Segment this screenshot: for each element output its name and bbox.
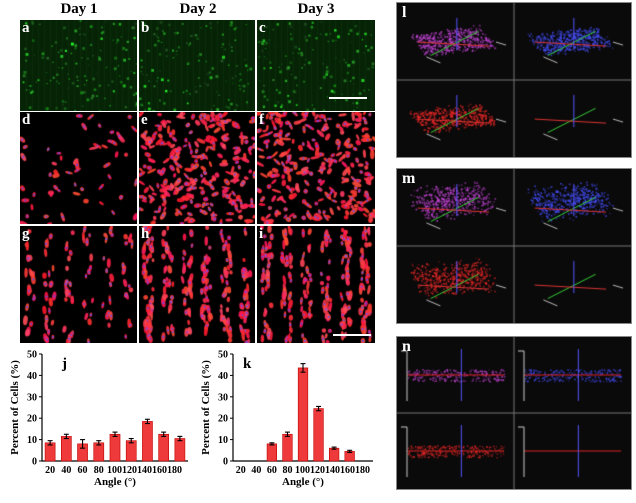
panel-label-m: m (402, 170, 416, 187)
bar-j-140 (142, 421, 153, 462)
micrograph-image-e (139, 112, 255, 224)
panel-label-c: c (259, 20, 266, 36)
micrograph-panel-d: d (20, 112, 137, 224)
x-axis-label-k: Angle (°) (282, 476, 324, 488)
bar-chart-j: j 0 10 20 30 40 50 20 40 60 80 100120140160180Angle… (9, 350, 188, 488)
panel-label-j: j (61, 356, 67, 372)
column-header-day1: Day 1 (60, 1, 98, 17)
bar-chart-k: k 0 10 20 30 40 50 20 40 60 80 100120140160180Angle… (200, 350, 373, 488)
panel-label-e: e (141, 112, 148, 128)
bar-k-120 (313, 408, 324, 462)
panel-label-h: h (141, 226, 150, 242)
panel-label-b: b (141, 20, 150, 36)
chart-k: k 0 10 20 30 40 50 20 40 60 80 100120140160180 Angle… (193, 346, 383, 498)
micrograph-panel-f: f (257, 112, 375, 224)
y-tick-label-j-2: 20 (27, 414, 37, 425)
bar-j-160 (158, 433, 169, 462)
panel-label-d: d (22, 112, 31, 128)
confocal-3d-panel-m: m (396, 168, 632, 324)
panel-label-g: g (22, 226, 30, 242)
y-tick-label-k-0: 0 (223, 457, 228, 468)
chart-j: j 0 10 20 30 40 50 20 40 60 80 100120140160180 Angle… (0, 346, 195, 498)
y-axis-label-k: Percent of Cells (%) (200, 360, 212, 455)
panel-label-n: n (402, 338, 411, 355)
micrograph-image-g (20, 226, 137, 343)
confocal-3d-panel-l: l (396, 2, 632, 158)
bar-j-120 (125, 440, 137, 462)
x-tick-label-j-2: 60 (78, 465, 88, 476)
micrograph-panel-h: h (139, 226, 255, 343)
micrograph-panel-a: a (20, 20, 137, 111)
scale-bar-c (329, 97, 367, 99)
x-tick-label-j-0: 20 (45, 465, 55, 476)
micrograph-panel-g: g (20, 226, 137, 343)
x-tick-label-k-3: 80 (282, 465, 292, 476)
bar-j-100 (109, 433, 121, 462)
micrograph-image-a (20, 20, 137, 111)
x-tick-label-k-1: 40 (251, 465, 261, 476)
bar-k-140 (328, 447, 340, 462)
micrograph-panel-c: c (257, 20, 375, 111)
x-tick-label-j-3: 80 (94, 465, 104, 476)
confocal-3d-image-n (397, 337, 631, 489)
confocal-3d-image-m (397, 169, 631, 323)
y-tick-label-k-1: 10 (218, 435, 228, 446)
micrograph-panel-i: i (257, 226, 375, 343)
x-tick-label-k-4: 100120140160180 (295, 465, 370, 476)
micrograph-image-i (257, 226, 375, 343)
y-tick-label-j-4: 40 (27, 371, 37, 382)
x-tick-label-k-2: 60 (267, 465, 277, 476)
confocal-3d-panel-n: n (396, 336, 632, 490)
bar-j-20 (44, 442, 56, 462)
micrograph-panel-b: b (139, 20, 255, 111)
y-tick-label-j-5: 50 (27, 350, 37, 361)
bar-j-40 (61, 436, 72, 462)
confocal-3d-image-l (397, 3, 631, 157)
y-tick-label-j-0: 0 (32, 457, 37, 468)
column-header-day2: Day 2 (179, 1, 217, 17)
x-tick-label-k-0: 20 (236, 465, 246, 476)
x-tick-label-j-4: 100120140160180 (107, 465, 182, 476)
micrograph-panel-e: e (139, 112, 255, 224)
column-header-day3: Day 3 (297, 1, 335, 17)
bar-k-60 (266, 443, 278, 462)
bar-j-80 (93, 442, 105, 462)
panel-label-k: k (243, 356, 252, 372)
micrograph-image-h (139, 226, 255, 343)
y-tick-label-j-1: 10 (27, 435, 37, 446)
y-axis-label-j: Percent of Cells (%) (9, 360, 21, 455)
micrograph-image-b (139, 20, 255, 111)
micrograph-image-f (257, 112, 375, 224)
micrograph-image-d (20, 112, 137, 224)
bar-k-80 (282, 433, 293, 462)
y-tick-label-k-2: 20 (218, 414, 228, 425)
y-tick-label-k-5: 50 (218, 350, 228, 361)
panel-label-i: i (259, 226, 264, 242)
bar-k-100 (297, 367, 309, 462)
y-tick-label-k-3: 30 (218, 392, 228, 403)
micrograph-image-c (257, 20, 375, 111)
y-tick-label-j-3: 30 (27, 392, 37, 403)
y-tick-label-k-4: 40 (218, 371, 228, 382)
panel-label-l: l (402, 4, 407, 21)
x-axis-label-j: Angle (°) (94, 476, 136, 488)
panel-label-a: a (22, 20, 30, 36)
x-tick-label-j-1: 40 (61, 465, 71, 476)
bar-j-180 (174, 438, 186, 462)
scale-bar-i (333, 334, 371, 336)
panel-label-f: f (259, 112, 264, 128)
